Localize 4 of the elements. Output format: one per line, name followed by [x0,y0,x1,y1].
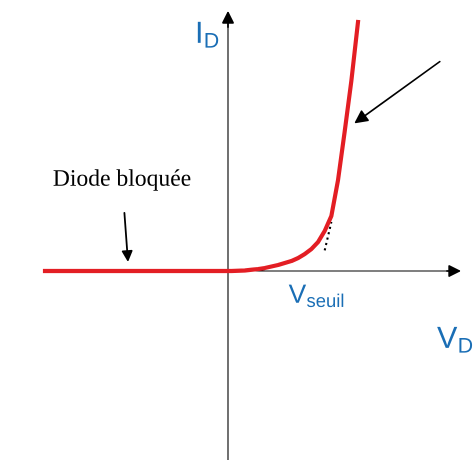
y-axis-title: I$_{D}$ [198,22,218,48]
annotation: Diode bloquée [54,169,190,191]
text: V$_{seuil}$ [288,284,344,308]
x-axis-title: V$_{D}$ [437,326,472,353]
